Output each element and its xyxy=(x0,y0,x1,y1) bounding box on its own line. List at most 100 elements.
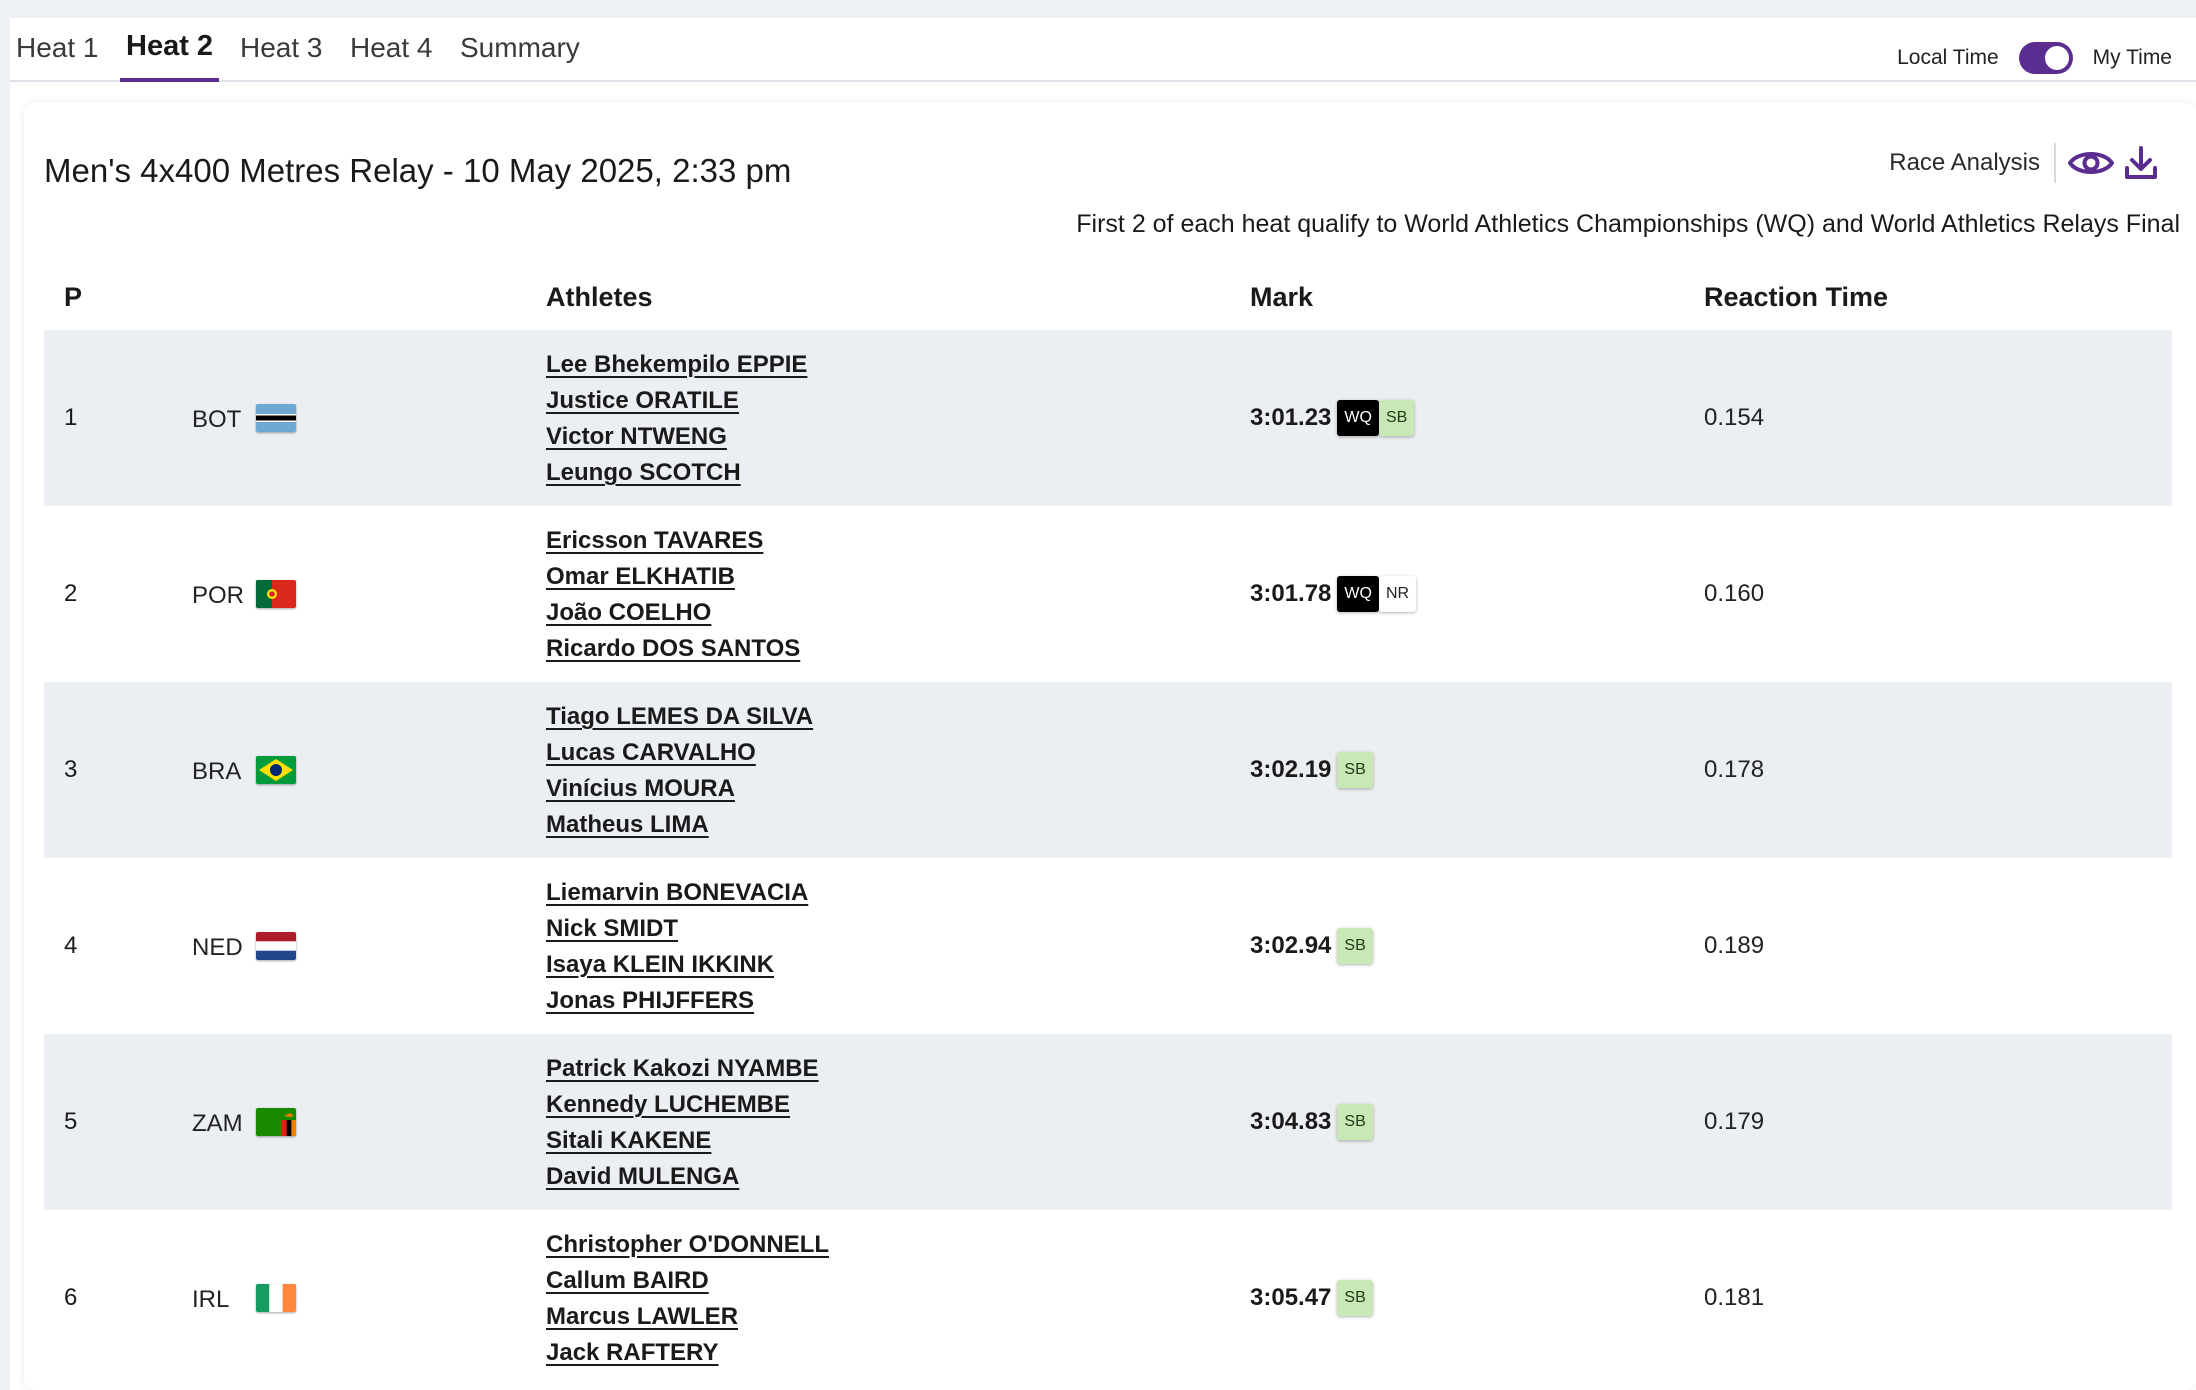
athlete-link[interactable]: Isaya KLEIN IKKINK xyxy=(546,951,775,978)
divider xyxy=(2054,143,2056,183)
flag-zam-icon xyxy=(256,1108,296,1136)
flag-irl-icon xyxy=(256,1284,296,1312)
page-container: Heat 1 Heat 2 Heat 3 Heat 4 Summary Loca… xyxy=(10,18,2196,1390)
athlete-link[interactable]: Omar ELKHATIB xyxy=(546,563,735,590)
header-reaction-time: Reaction Time xyxy=(1704,282,1889,312)
flag-por-icon xyxy=(256,580,296,608)
reaction-time: 0.181 xyxy=(1704,1284,1765,1311)
flag-bra-icon xyxy=(256,756,296,784)
athlete-link[interactable]: Leungo SCOTCH xyxy=(546,459,741,486)
country-cell: IRL xyxy=(192,1210,296,1386)
reaction-time: 0.160 xyxy=(1704,580,1765,607)
results-table: 1 BOT Lee Bhekempilo EPPIE Justice ORATI… xyxy=(44,330,2172,1386)
wq-badge: WQ xyxy=(1337,576,1379,612)
athlete-link[interactable]: Victor NTWENG xyxy=(546,423,727,450)
athlete-link[interactable]: Matheus LIMA xyxy=(546,811,709,838)
reaction-time: 0.178 xyxy=(1704,756,1765,783)
athlete-list: Patrick Kakozi NYAMBE Kennedy LUCHEMBE S… xyxy=(546,1051,819,1195)
tab-heat-4[interactable]: Heat 4 xyxy=(350,32,433,63)
country-code: NED xyxy=(192,934,243,961)
athlete-list: Ericsson TAVARES Omar ELKHATIB João COEL… xyxy=(546,523,800,667)
reaction-time: 0.189 xyxy=(1704,932,1765,959)
mark-cell: 3:01.78 WQ NR xyxy=(1250,506,1417,682)
race-analysis-link[interactable]: Race Analysis xyxy=(1889,149,2040,176)
tab-summary[interactable]: Summary xyxy=(460,32,580,63)
flag-ned-icon xyxy=(256,932,296,960)
table-row: 2 POR Ericsson TAVARES Omar ELKHATIB Joã… xyxy=(44,506,2172,682)
mark-value: 3:01.78 xyxy=(1250,580,1332,607)
results-card: Men's 4x400 Metres Relay - 10 May 2025, … xyxy=(24,102,2196,1390)
page-title: Men's 4x400 Metres Relay - 10 May 2025, … xyxy=(44,152,792,189)
mark-value: 3:04.83 xyxy=(1250,1108,1332,1135)
athlete-list: Christopher O'DONNELL Callum BAIRD Marcu… xyxy=(546,1227,829,1371)
nr-badge: NR xyxy=(1378,576,1417,612)
country-code: BRA xyxy=(192,758,242,785)
athlete-link[interactable]: Jonas PHIJFFERS xyxy=(546,987,755,1014)
position: 3 xyxy=(64,756,78,783)
athlete-list: Liemarvin BONEVACIA Nick SMIDT Isaya KLE… xyxy=(546,875,808,1019)
athlete-link[interactable]: João COELHO xyxy=(546,599,712,626)
mark-value: 3:02.94 xyxy=(1250,932,1332,959)
athlete-link[interactable]: Kennedy LUCHEMBE xyxy=(546,1091,791,1118)
athlete-link[interactable]: Ericsson TAVARES xyxy=(546,527,764,554)
athlete-link[interactable]: Sitali KAKENE xyxy=(546,1127,712,1154)
mark-value: 3:02.19 xyxy=(1250,756,1332,783)
athlete-link[interactable]: Callum BAIRD xyxy=(546,1267,709,1294)
table-row: 3 BRA Tiago LEMES DA SILVA Lucas CARVALH… xyxy=(44,682,2172,858)
mark-cell: 3:04.83 SB xyxy=(1250,1034,1373,1210)
athlete-link[interactable]: Liemarvin BONEVACIA xyxy=(546,879,809,906)
athlete-link[interactable]: Marcus LAWLER xyxy=(546,1303,739,1330)
table-row: 6 IRL Christopher O'DONNELL Callum BAIRD… xyxy=(44,1210,2172,1386)
header-mark: Mark xyxy=(1250,282,1314,312)
my-time-label: My Time xyxy=(2092,46,2172,69)
position: 1 xyxy=(64,404,78,431)
athlete-link[interactable]: Justice ORATILE xyxy=(546,387,739,414)
country-cell: ZAM xyxy=(192,1034,296,1210)
athlete-link[interactable]: Ricardo DOS SANTOS xyxy=(546,635,801,662)
sb-badge: SB xyxy=(1378,400,1415,436)
table-row: 1 BOT Lee Bhekempilo EPPIE Justice ORATI… xyxy=(44,330,2172,506)
sb-badge: SB xyxy=(1337,1280,1373,1316)
country-cell: BRA xyxy=(192,682,296,858)
position: 2 xyxy=(64,580,78,607)
mark-value: 3:01.23 xyxy=(1250,404,1332,431)
flag-bot-icon xyxy=(256,404,296,432)
position: 4 xyxy=(64,932,78,959)
eye-icon[interactable] xyxy=(2066,138,2116,188)
download-icon[interactable] xyxy=(2116,138,2166,188)
athlete-link[interactable]: Lucas CARVALHO xyxy=(546,739,756,766)
table-row: 4 NED Liemarvin BONEVACIA Nick SMIDT Isa… xyxy=(44,858,2172,1034)
time-toggle[interactable] xyxy=(2018,42,2073,74)
athlete-link[interactable]: Patrick Kakozi NYAMBE xyxy=(546,1055,819,1082)
wq-badge: WQ xyxy=(1337,400,1379,436)
heat-tab-bar: Heat 1 Heat 2 Heat 3 Heat 4 Summary Loca… xyxy=(10,18,2196,82)
tab-heat-1[interactable]: Heat 1 xyxy=(16,32,99,63)
tab-heat-3[interactable]: Heat 3 xyxy=(240,32,323,63)
athlete-link[interactable]: Vinícius MOURA xyxy=(546,775,735,802)
reaction-time: 0.179 xyxy=(1704,1108,1765,1135)
athlete-link[interactable]: Jack RAFTERY xyxy=(546,1339,719,1366)
reaction-time: 0.154 xyxy=(1704,404,1765,431)
sb-badge: SB xyxy=(1337,752,1373,788)
country-cell: BOT xyxy=(192,330,296,506)
athlete-link[interactable]: David MULENGA xyxy=(546,1163,740,1190)
country-cell: NED xyxy=(192,858,296,1034)
athlete-link[interactable]: Tiago LEMES DA SILVA xyxy=(546,703,814,730)
qualification-note: First 2 of each heat qualify to World At… xyxy=(1076,210,2180,238)
header-athletes: Athletes xyxy=(546,282,653,312)
tab-heat-2[interactable]: Heat 2 xyxy=(120,30,220,82)
mark-cell: 3:02.19 SB xyxy=(1250,682,1373,858)
mark-cell: 3:05.47 SB xyxy=(1250,1210,1373,1386)
sb-badge: SB xyxy=(1337,1104,1373,1140)
country-cell: POR xyxy=(192,506,296,682)
country-code: BOT xyxy=(192,406,242,433)
position: 6 xyxy=(64,1284,78,1311)
athlete-link[interactable]: Christopher O'DONNELL xyxy=(546,1231,830,1258)
country-code: ZAM xyxy=(192,1110,243,1137)
athlete-link[interactable]: Lee Bhekempilo EPPIE xyxy=(546,351,808,378)
athlete-list: Lee Bhekempilo EPPIE Justice ORATILE Vic… xyxy=(546,347,807,491)
local-time-label: Local Time xyxy=(1897,46,1999,69)
athlete-link[interactable]: Nick SMIDT xyxy=(546,915,679,942)
toggle-knob xyxy=(2044,46,2069,70)
race-tools: Race Analysis xyxy=(1889,138,2166,188)
